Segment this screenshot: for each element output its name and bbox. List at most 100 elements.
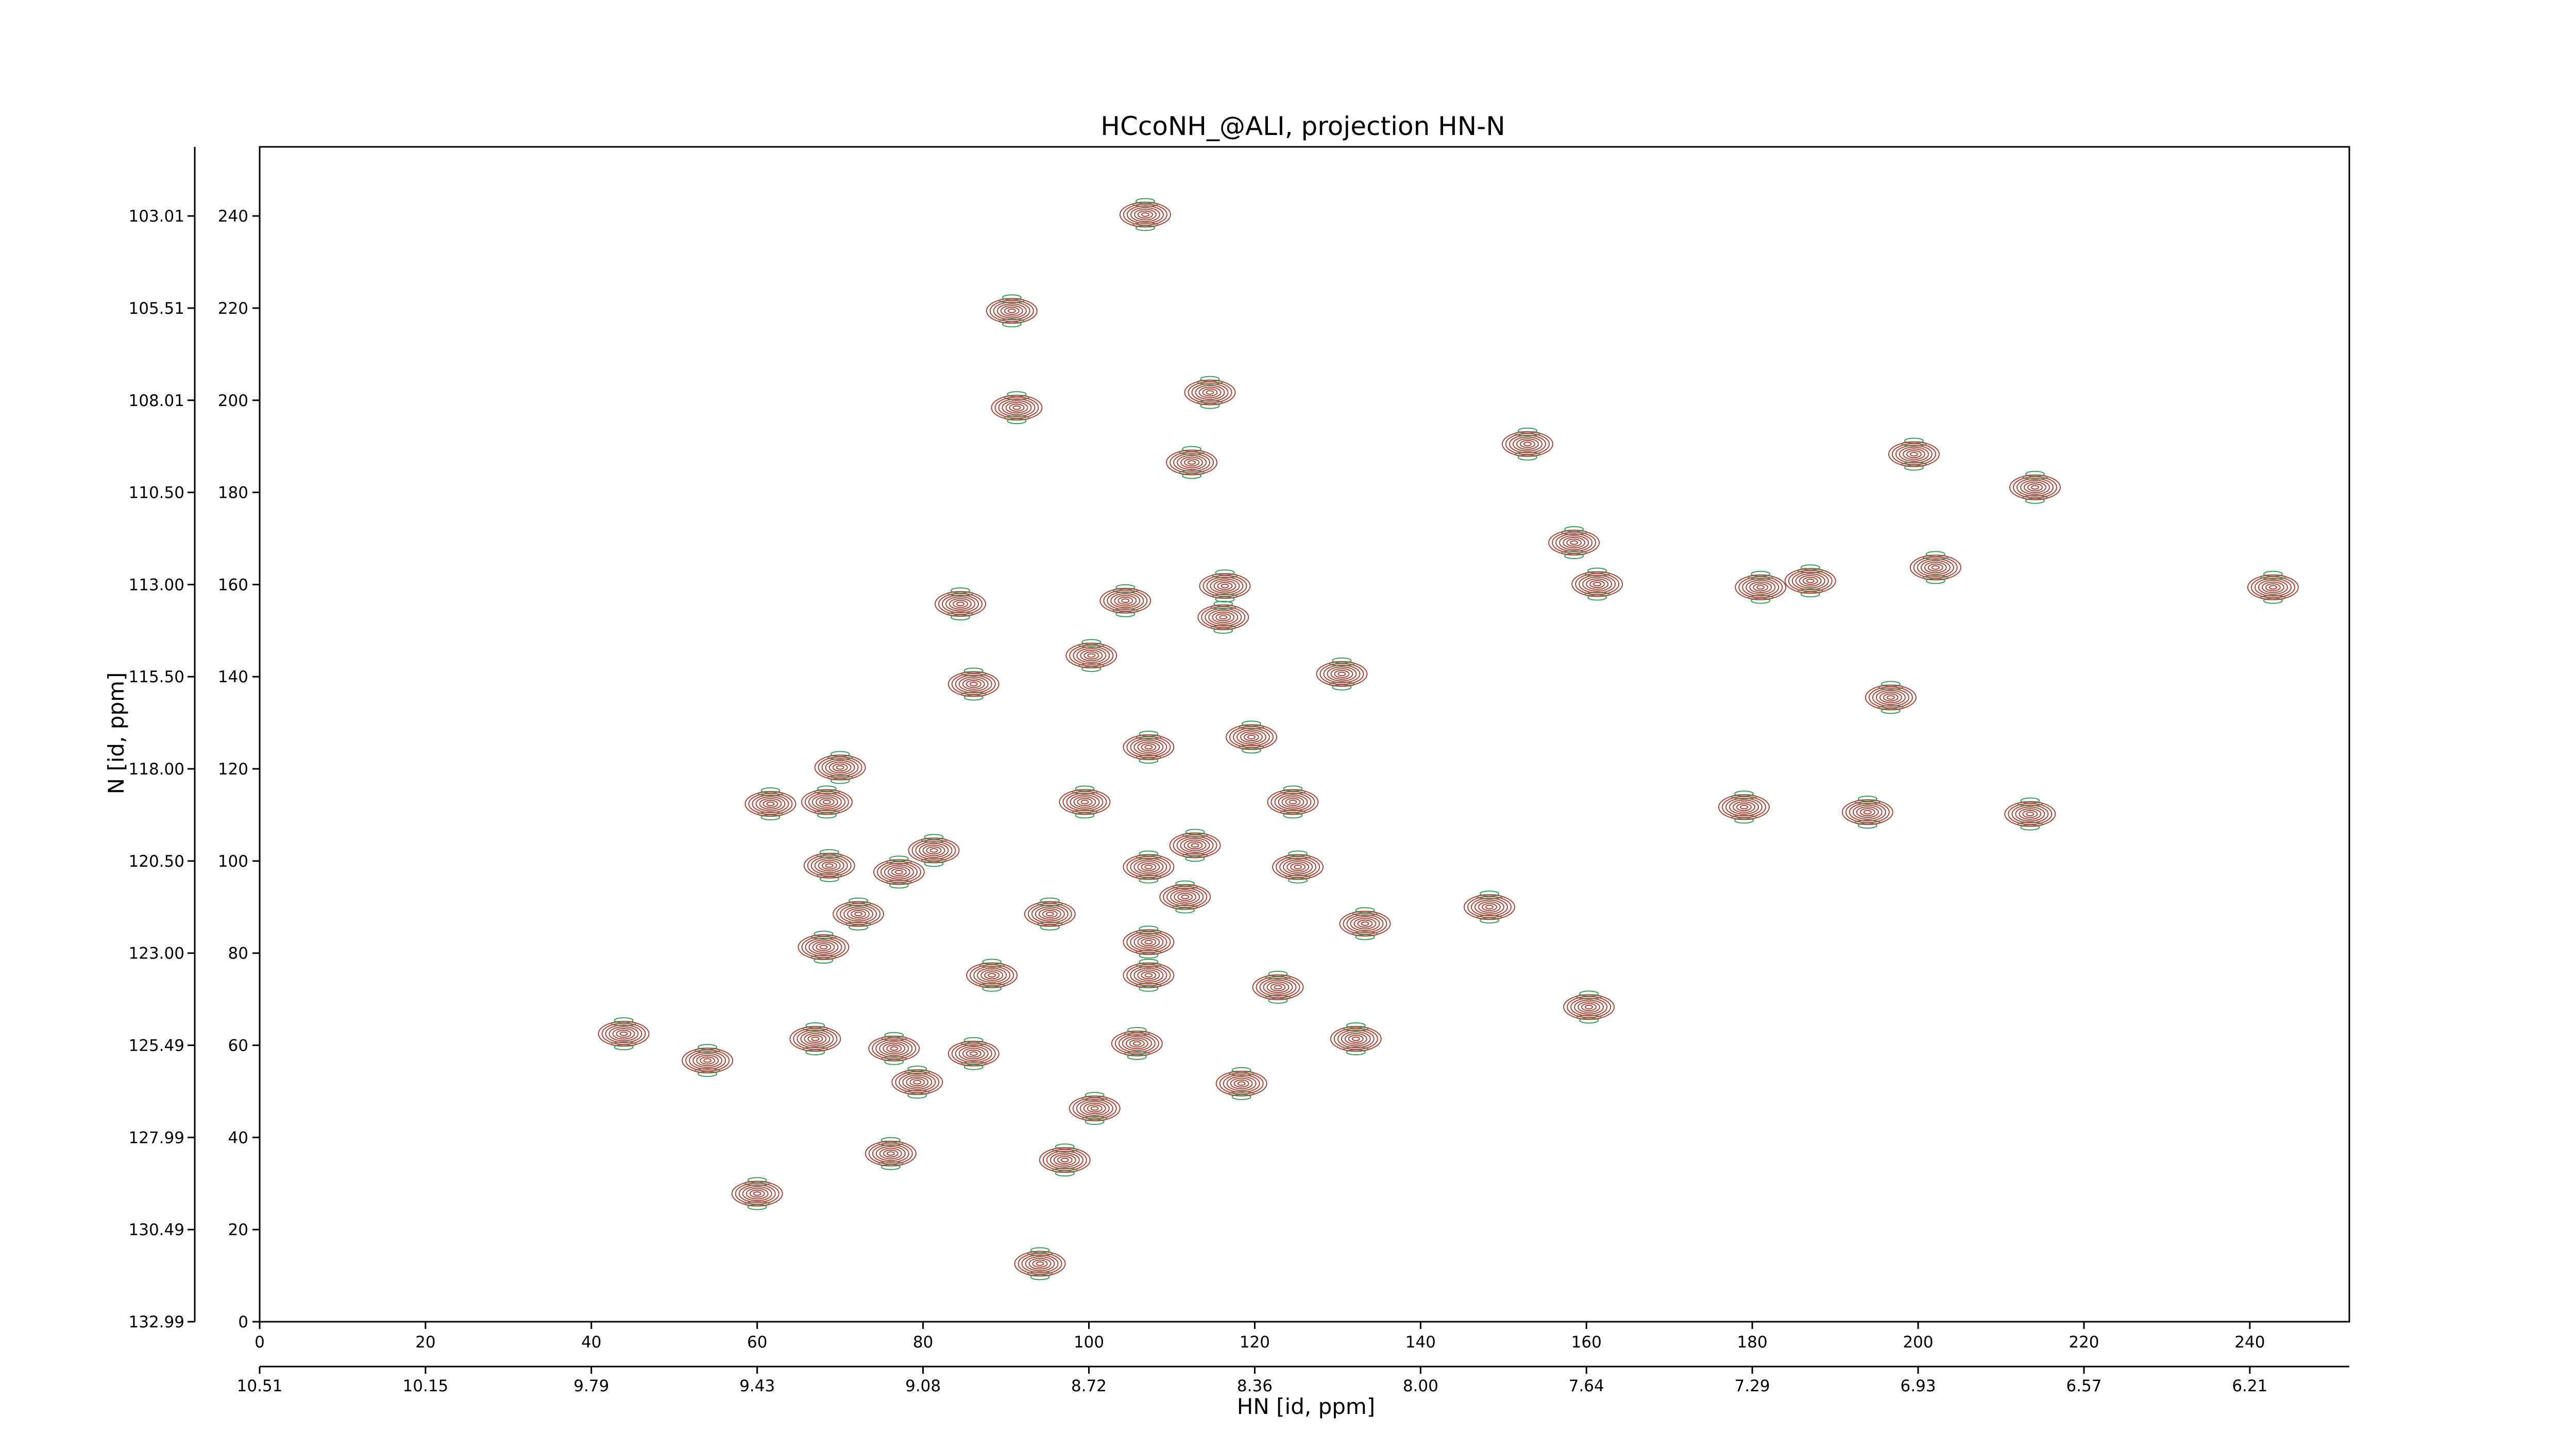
peak-contour [2009, 474, 2061, 500]
y-tick-label: 140 [218, 668, 248, 686]
peak-contour [762, 800, 778, 808]
peak-contour [1123, 734, 1175, 760]
peak-contour [685, 1049, 730, 1072]
peak-contour [1066, 793, 1104, 812]
peak-contour [759, 798, 782, 810]
y2-tick-label: 120.50 [129, 852, 184, 871]
peak-contour [745, 1188, 769, 1200]
peak-contour [1283, 859, 1313, 875]
x-tick-label: 200 [1903, 1333, 1933, 1352]
peak-contour [1176, 836, 1214, 855]
peak-contour [1177, 892, 1193, 901]
peak-contour [2250, 576, 2295, 599]
peak-contour [1217, 582, 1233, 590]
peak-contour [1240, 731, 1263, 743]
peak-contour [1038, 908, 1061, 920]
peak-contour [958, 1046, 989, 1062]
peak-contour [1141, 863, 1157, 871]
peak-contour [1059, 789, 1111, 815]
peak-contour [1144, 745, 1153, 750]
y2-tick-label: 132.99 [129, 1313, 184, 1332]
peak-contour [1875, 689, 1906, 705]
peak-contour [1049, 1152, 1080, 1168]
peak-contour [801, 789, 853, 815]
y-tick-label: 160 [218, 576, 248, 594]
peak-contour [1788, 569, 1833, 592]
peak-contour [1129, 1039, 1145, 1048]
peak-contour [1570, 998, 1608, 1017]
peak-contour [832, 763, 848, 772]
peak-contour [811, 1036, 820, 1041]
peak-contour [854, 912, 863, 917]
peak-contour [1263, 980, 1293, 995]
peak-contour [969, 682, 978, 686]
peak-contour [913, 1080, 922, 1085]
peak-contour [1910, 451, 1918, 457]
peak-contour [808, 939, 839, 955]
peak-contour [1118, 1034, 1156, 1053]
peak-contour [1236, 729, 1266, 745]
x-tick-label: 80 [913, 1333, 933, 1352]
peak-contour [1856, 806, 1879, 818]
peak-contour [1548, 530, 1600, 555]
peak-contour [1159, 884, 1211, 910]
peak-contour [1586, 578, 1609, 590]
peak-contour [1119, 201, 1171, 228]
peak-contour [991, 395, 1043, 420]
peak-contour [1505, 433, 1550, 456]
peak-contour [1346, 914, 1384, 933]
peak-contour [899, 1073, 936, 1092]
peak-contour [1123, 929, 1175, 955]
peak-contour [833, 901, 885, 927]
peak-contour [1069, 644, 1114, 667]
peak-contour [1130, 738, 1167, 757]
peak-contour [1184, 458, 1200, 467]
peak-contour [1895, 445, 1933, 464]
peak-contour [1330, 1026, 1382, 1052]
peak-contour [1481, 903, 1497, 912]
peak-contour [840, 904, 877, 923]
peak-contour [1886, 695, 1895, 700]
peak-contour [1463, 894, 1515, 920]
peak-contour [1191, 843, 1199, 848]
peak-contour [1899, 446, 1929, 462]
peak-contour [1523, 442, 1532, 447]
peak-contour [956, 601, 965, 606]
peak-contour [1784, 568, 1836, 594]
peak-contour [1039, 1147, 1091, 1173]
peak-contour [1137, 741, 1160, 753]
peak-contour [1137, 969, 1160, 981]
peak-contour [1181, 895, 1190, 900]
peak-contour [1036, 1261, 1044, 1266]
peak-contour [1144, 939, 1153, 945]
peak-contour [1035, 906, 1065, 922]
peak-contour [789, 1026, 841, 1052]
peak-contour [1073, 646, 1110, 665]
y-tick-label: 200 [218, 392, 248, 410]
peak-contour [804, 1033, 827, 1045]
peak-contour [1004, 307, 1020, 315]
peak-contour [1285, 798, 1301, 806]
peak-contour [1806, 578, 1815, 583]
x2-tick-label: 9.43 [739, 1377, 775, 1395]
peak-contour [1032, 1259, 1048, 1268]
peak-contour [1266, 981, 1290, 993]
peak-contour [755, 796, 786, 812]
peak-contour [1879, 692, 1902, 703]
peak-contour [748, 793, 793, 815]
peak-contour [1361, 921, 1369, 926]
peak-contour [1012, 405, 1021, 410]
x2-tick-label: 8.36 [1237, 1377, 1273, 1395]
peak-contour [696, 1054, 719, 1067]
peak-contour [1202, 575, 1247, 597]
peak-contour [836, 903, 881, 925]
peak-contour [1339, 911, 1391, 937]
peak-contour [873, 859, 925, 885]
peak-contour [1330, 668, 1353, 680]
peak-contour [1920, 560, 1951, 575]
peak-contour [1343, 913, 1387, 935]
peak-contour [1076, 648, 1107, 663]
x2-tick-label: 7.64 [1569, 1377, 1604, 1395]
peak-contour [1141, 971, 1157, 980]
peak-contour [1852, 804, 1883, 820]
